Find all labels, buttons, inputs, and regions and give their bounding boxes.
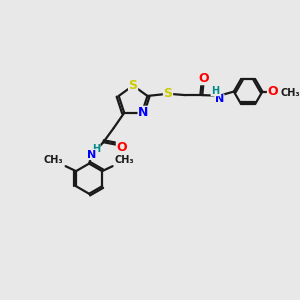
Text: CH₃: CH₃	[44, 155, 63, 165]
Text: O: O	[198, 72, 209, 85]
Text: H: H	[92, 144, 100, 154]
Text: O: O	[268, 85, 278, 98]
Text: N: N	[138, 106, 148, 119]
Text: N: N	[215, 94, 224, 104]
Text: S: S	[164, 87, 172, 100]
Text: H: H	[211, 86, 219, 96]
Text: N: N	[87, 149, 97, 160]
Text: O: O	[116, 141, 127, 154]
Text: S: S	[129, 79, 138, 92]
Text: CH₃: CH₃	[280, 88, 300, 98]
Text: CH₃: CH₃	[115, 155, 134, 165]
